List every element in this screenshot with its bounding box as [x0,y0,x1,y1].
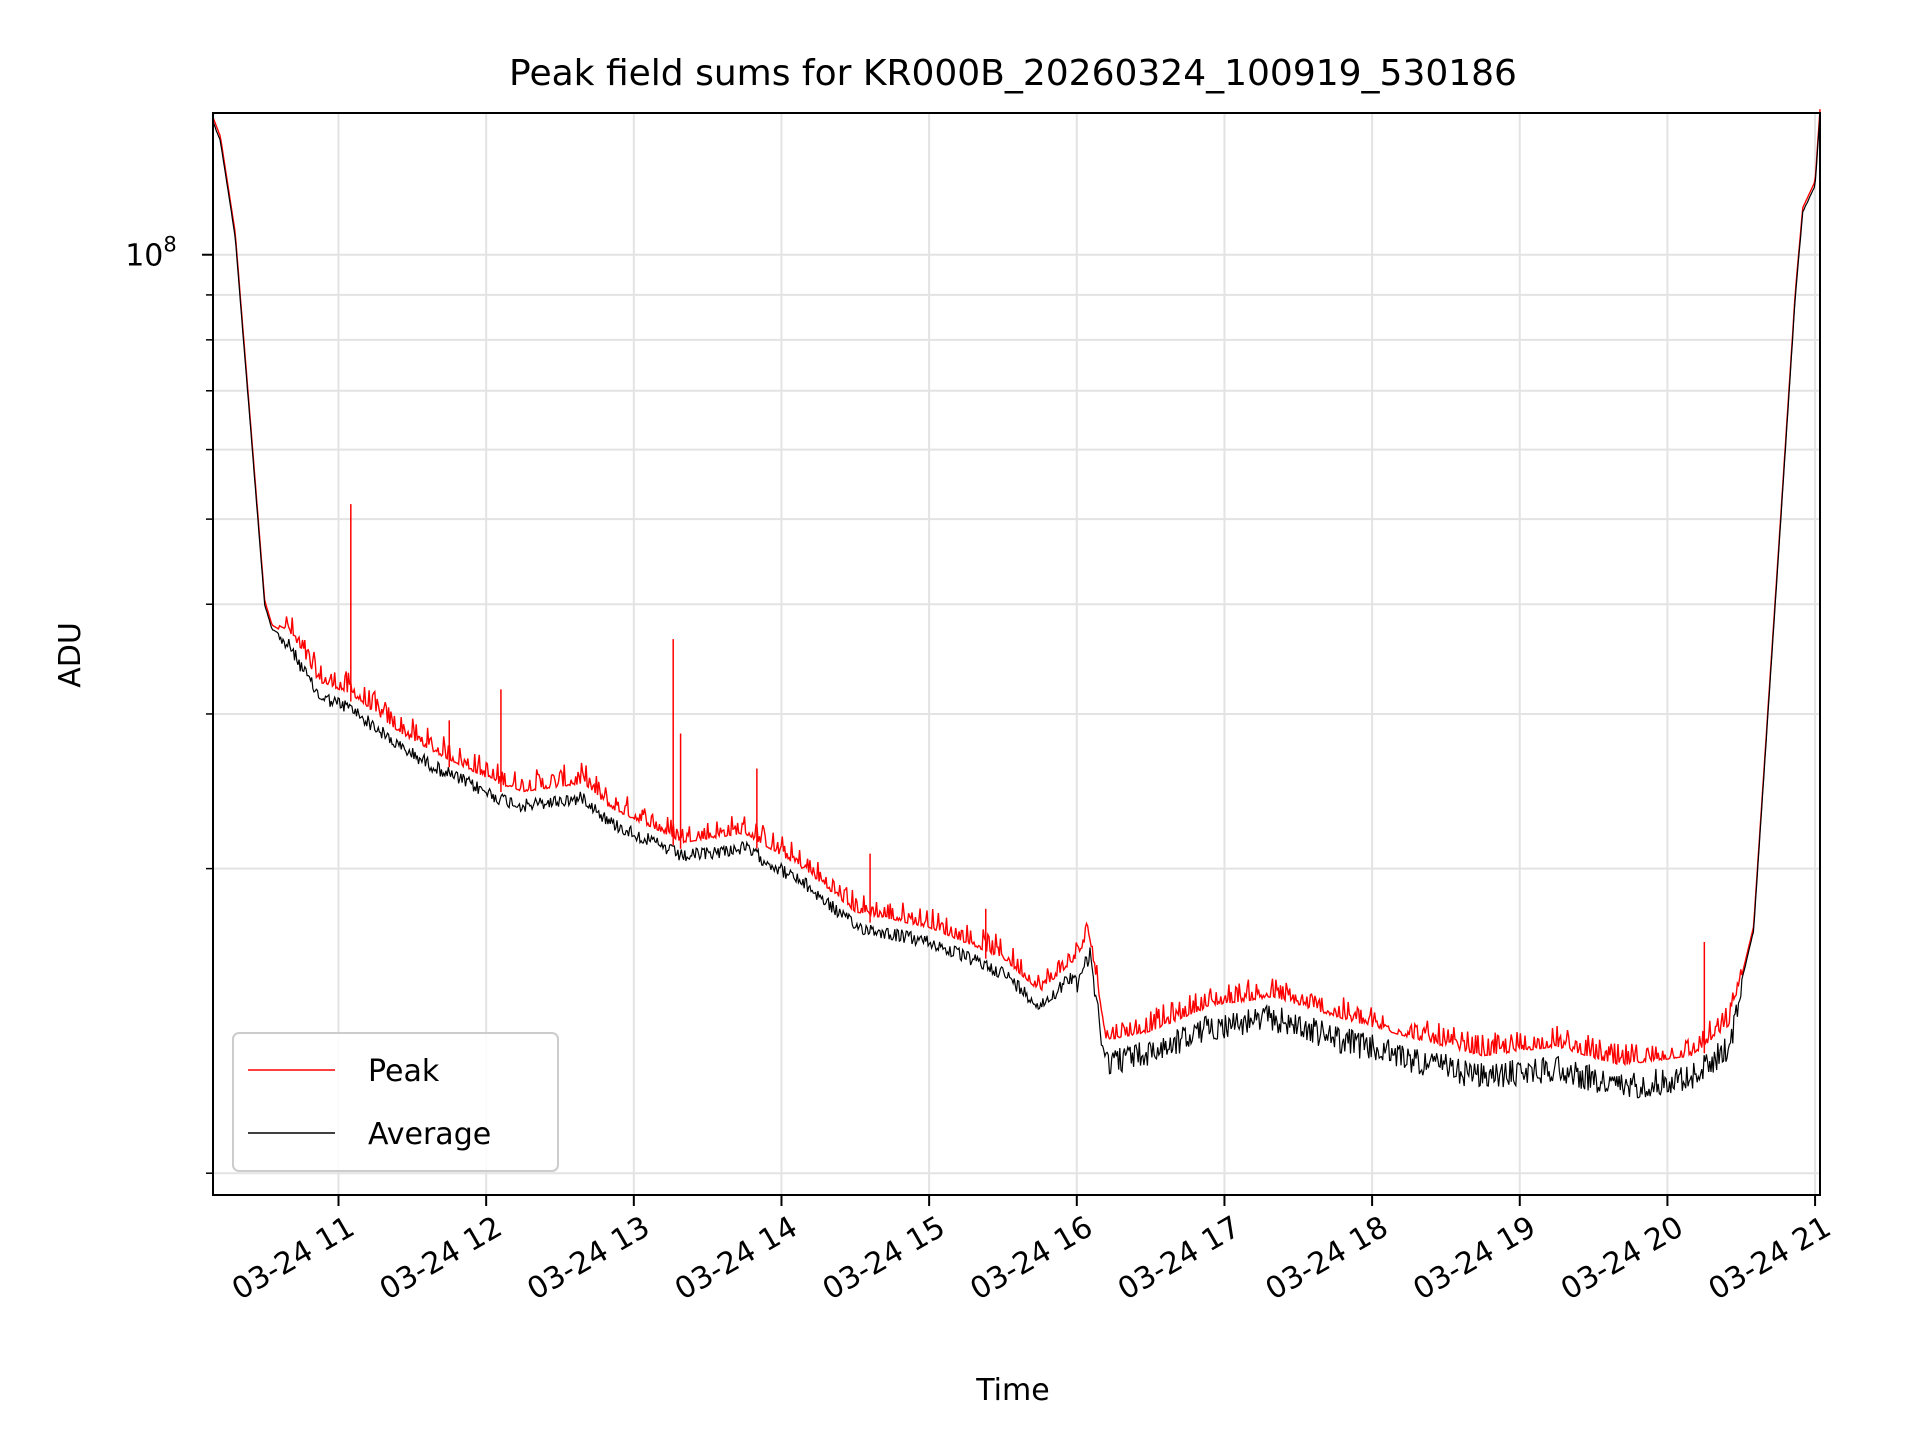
x-tick-label: 03-24 17 [1112,1210,1246,1308]
y-tick-label: 108 [125,233,177,274]
series-layer [212,109,1821,1099]
x-tick-label: 03-24 20 [1555,1210,1689,1308]
average-series-line [212,113,1821,1099]
axes-frame [212,112,1821,1196]
legend-peak-label: Peak [368,1054,440,1089]
x-tick-label: 03-24 15 [817,1210,951,1308]
x-tick-label: 03-24 16 [964,1210,1098,1308]
legend: Peak Average [232,1032,559,1172]
x-tick-label: 03-24 18 [1260,1210,1394,1308]
peak-series-line [212,109,1821,1067]
chart-title: Peak field sums for KR000B_20260324_1009… [509,53,1517,94]
x-tick-label: 03-24 19 [1407,1210,1541,1308]
x-tick-label: 03-24 12 [374,1210,508,1308]
x-tick-label: 03-24 21 [1703,1210,1837,1308]
grid-layer [213,113,1820,1195]
legend-box [232,1032,559,1172]
x-tick-label: 03-24 11 [226,1210,360,1308]
x-axis-label: Time [975,1373,1049,1408]
y-axis-label: ADU [53,622,88,688]
x-tick-label: 03-24 13 [522,1210,656,1308]
x-tick-label: 03-24 14 [669,1210,803,1308]
legend-average-label: Average [368,1117,491,1152]
